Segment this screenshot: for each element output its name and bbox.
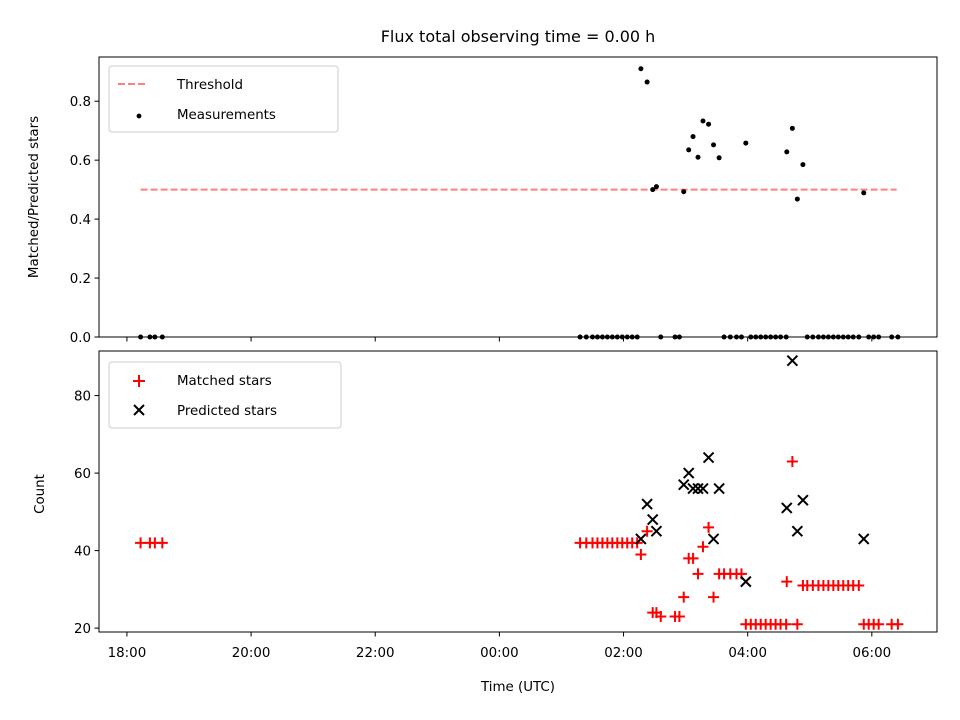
measurement-point bbox=[681, 189, 687, 195]
y-tick-label: 0.8 bbox=[70, 95, 91, 110]
matched-star-point bbox=[781, 576, 793, 588]
measurement-point bbox=[789, 125, 795, 131]
predicted-legend-swatch bbox=[133, 404, 145, 416]
measurement-point bbox=[700, 118, 706, 124]
count-panel: 18:00 20:00 22:00 00:00 02:00 04:00 06:00 20 40… bbox=[33, 350, 938, 695]
measurement-point bbox=[653, 184, 659, 190]
measurements-legend-swatch bbox=[136, 113, 142, 119]
measurement-point bbox=[861, 190, 867, 196]
y-tick-label: 40 bbox=[74, 545, 91, 560]
count-legend-frame bbox=[108, 361, 342, 429]
matched-star-point bbox=[703, 521, 715, 533]
ratio-axes-frame bbox=[98, 56, 938, 338]
count-y-axis-label: Count bbox=[33, 474, 48, 514]
ratio-x-ticks bbox=[126, 337, 873, 342]
matched-star-point bbox=[853, 579, 865, 591]
measurement-point bbox=[644, 79, 650, 85]
y-tick-label: 80 bbox=[74, 390, 91, 405]
ratio-y-axis-label: Matched/Predicted stars bbox=[27, 116, 42, 278]
predicted-star-point bbox=[692, 482, 704, 495]
predicted-star-point bbox=[781, 502, 793, 514]
matched-legend-swatch bbox=[133, 375, 145, 387]
predicted-star-point bbox=[635, 533, 647, 545]
threshold-legend-label: Threshold bbox=[176, 78, 243, 93]
matched-star-point bbox=[673, 610, 685, 622]
matched-star-point bbox=[780, 618, 792, 630]
y-tick-label: 0.6 bbox=[70, 154, 91, 169]
measurement-point bbox=[690, 134, 696, 140]
matched-star-point bbox=[786, 455, 798, 467]
ratio-y-ticks: 0.0 0.2 0.4 0.6 0.8 bbox=[70, 95, 99, 346]
matched-star-point bbox=[892, 618, 904, 630]
predicted-star-point bbox=[707, 533, 720, 545]
predicted-star-point bbox=[646, 513, 659, 526]
y-tick-label: 60 bbox=[74, 467, 91, 482]
count-points-layer bbox=[135, 354, 904, 630]
predicted-star-point bbox=[687, 482, 699, 495]
predicted-star-point bbox=[797, 494, 809, 506]
measurement-point bbox=[800, 162, 806, 168]
measurement-point bbox=[686, 147, 692, 153]
predicted-star-point bbox=[791, 525, 804, 537]
predicted-star-point bbox=[678, 479, 690, 491]
matched-star-point bbox=[156, 537, 168, 549]
x-tick-label: 02:00 bbox=[604, 646, 643, 661]
measurement-point bbox=[695, 154, 701, 160]
predicted-star-point bbox=[697, 482, 709, 495]
count-legend: Matched stars Predicted stars bbox=[108, 361, 342, 429]
y-tick-label: 0.0 bbox=[70, 331, 91, 346]
count-axes-frame bbox=[98, 350, 938, 633]
measurement-point bbox=[706, 121, 712, 127]
figure-title: Flux total observing time = 0.00 h bbox=[381, 27, 656, 46]
predicted-star-point bbox=[682, 467, 695, 479]
x-axis-label: Time (UTC) bbox=[480, 680, 555, 695]
predicted-star-point bbox=[641, 498, 653, 510]
matched-star-point bbox=[678, 591, 690, 603]
x-tick-label: 20:00 bbox=[232, 646, 271, 661]
measurement-point bbox=[794, 196, 800, 202]
x-tick-label: 04:00 bbox=[728, 646, 767, 661]
x-tick-label: 18:00 bbox=[108, 646, 147, 661]
count-y-ticks: 20 40 60 80 bbox=[74, 390, 99, 637]
ratio-legend: Threshold Measurements bbox=[108, 65, 339, 133]
x-tick-label: 06:00 bbox=[853, 646, 892, 661]
predicted-star-point bbox=[713, 482, 725, 495]
matched-star-point bbox=[692, 568, 704, 580]
predicted-star-point bbox=[702, 451, 715, 464]
matched-star-point bbox=[697, 541, 709, 553]
measurement-point bbox=[638, 66, 644, 72]
predicted-star-point bbox=[740, 575, 752, 588]
matched-star-point bbox=[687, 552, 699, 564]
x-tick-label: 00:00 bbox=[480, 646, 519, 661]
matched-star-point bbox=[791, 618, 803, 630]
ratio-panel: 0.00.20.40.60.8 Matched/Predicted stars … bbox=[27, 56, 938, 346]
x-tick-label: 22:00 bbox=[356, 646, 395, 661]
predicted-star-point bbox=[786, 354, 799, 367]
predicted-star-point bbox=[858, 533, 870, 545]
y-tick-label: 0.2 bbox=[70, 272, 91, 287]
measurements-legend-label: Measurements bbox=[177, 108, 276, 123]
measurement-point bbox=[711, 142, 717, 148]
matched-star-point bbox=[641, 525, 653, 537]
matched-star-point bbox=[655, 610, 667, 622]
matched-star-point bbox=[135, 537, 147, 549]
y-tick-label: 0.4 bbox=[70, 213, 91, 228]
measurement-point bbox=[716, 155, 722, 161]
ratio-legend-frame bbox=[108, 65, 339, 133]
matched-star-point bbox=[708, 591, 720, 603]
count-x-ticks: 18:00 20:00 22:00 00:00 02:00 04:00 06:00 bbox=[108, 632, 891, 661]
matched-star-point bbox=[635, 548, 647, 560]
measurement-point bbox=[650, 187, 656, 193]
matched-star-point bbox=[873, 618, 885, 630]
matched-legend-label: Matched stars bbox=[177, 374, 272, 389]
predicted-star-point bbox=[650, 525, 663, 537]
measurement-point bbox=[743, 140, 749, 146]
predicted-legend-label: Predicted stars bbox=[177, 404, 277, 419]
measurement-point bbox=[784, 149, 790, 155]
y-tick-label: 20 bbox=[74, 622, 91, 637]
